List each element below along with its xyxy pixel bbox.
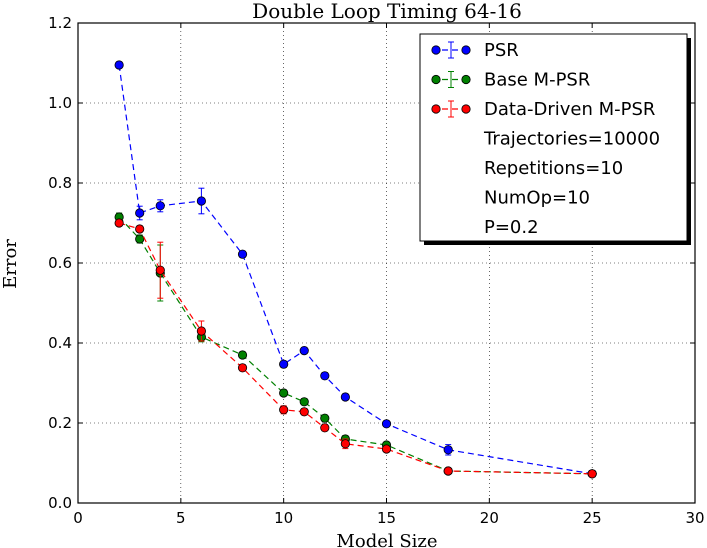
data-point [155,201,165,211]
legend-marker [431,74,441,85]
data-point [340,439,350,449]
data-point [320,423,330,433]
x-tick-label: 0 [73,509,83,527]
series-data-driven-m-psr [114,218,597,479]
legend-note: NumOp=10 [484,188,590,209]
legend: PSR Base M-PSR Data-Driven M-PSR Trajectori… [419,33,691,245]
data-point [237,363,248,373]
data-point [443,466,453,476]
y-tick-label: 0.0 [48,494,72,512]
data-point [340,392,350,402]
data-point [381,444,392,454]
data-point [279,388,289,398]
legend-marker [461,104,471,114]
x-tick-label: 5 [176,509,186,527]
chart-title: Double Loop Timing 64-16 [252,0,522,23]
x-tick-label: 20 [480,509,499,527]
legend-entry-base-m-psr: Base M-PSR [431,70,590,91]
legend-note: Repetitions=10 [484,158,623,179]
data-point [279,405,289,415]
x-tick-label: 15 [377,509,396,527]
series-layer [114,60,597,479]
y-tick-label: 1.2 [48,14,72,32]
legend-marker [461,74,471,85]
data-point [114,218,124,228]
data-point [320,371,330,381]
legend-entry-psr: PSR [431,40,519,61]
data-point [155,265,165,275]
data-point [135,208,145,218]
x-tick-label: 30 [685,509,704,527]
data-point [196,326,206,336]
x-axis-label: Model Size [336,531,437,548]
data-point [299,407,309,417]
legend-label: PSR [484,40,519,61]
data-point [237,249,248,259]
legend-marker [461,45,471,55]
y-tick-label: 0.6 [48,254,72,272]
data-point [299,345,309,356]
legend-label: Data-Driven M-PSR [484,99,655,120]
y-tick-label: 1.0 [48,94,72,112]
y-tick-label: 0.2 [48,414,72,432]
data-point [114,60,124,70]
data-point [443,445,453,455]
data-point [587,469,597,479]
data-point [196,196,206,206]
data-point [320,413,330,423]
x-tick-label: 10 [274,509,293,527]
legend-note: P=0.2 [484,217,539,238]
data-point [381,419,392,429]
legend-label: Base M-PSR [484,70,590,91]
y-axis-label: Error [0,239,21,289]
data-point [279,359,289,369]
data-point [135,224,145,234]
series-line [118,222,593,475]
series-line [118,64,593,475]
data-point [135,234,145,244]
series-base-m-psr [114,212,597,479]
data-point [237,350,248,360]
axis-ticks: 0 5 10 15 20 25 30 0.0 0.2 0.4 0.6 0.8 1.0 1.2 [48,14,704,527]
legend-note: Trajectories=10000 [483,129,660,150]
legend-box [419,33,688,242]
legend-marker [431,104,441,114]
y-tick-label: 0.4 [48,334,72,352]
y-tick-label: 0.8 [48,174,72,192]
x-tick-label: 25 [583,509,602,527]
data-point [299,397,309,407]
legend-marker [431,45,441,55]
series-line [118,216,593,475]
legend-entry-data-driven-m-psr: Data-Driven M-PSR [431,99,655,120]
